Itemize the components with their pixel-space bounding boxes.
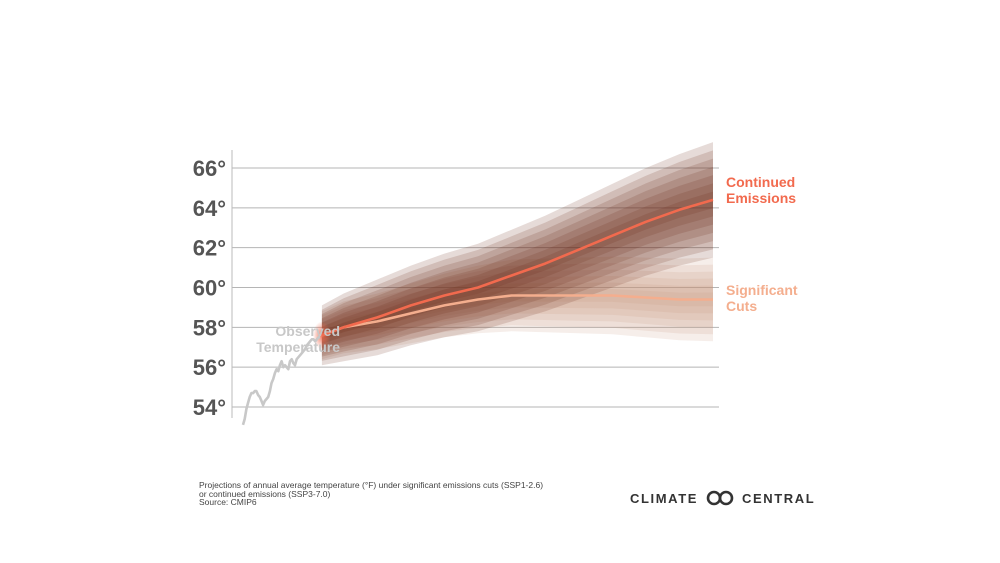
- brand-word-central: CENTRAL: [742, 490, 816, 506]
- brand-logo: CLIMATE CENTRAL: [630, 490, 815, 506]
- footnote-line-1: Projections of annual average temperatur…: [199, 480, 544, 490]
- y-tick-label-60: 60°: [193, 276, 226, 301]
- significant-cuts-band-2: [321, 282, 713, 344]
- significant-cuts-band-5: [321, 263, 713, 356]
- linked-circles-icon: [706, 490, 734, 506]
- significant-cuts-label-line-2: Cuts: [726, 298, 757, 314]
- significant-cuts-band-4: [321, 269, 713, 352]
- significant-cuts-label: Significant Cuts: [726, 282, 798, 314]
- footnote: Projections of annual average temperatur…: [199, 481, 543, 507]
- observed-temperature-label-line-2: Temperature: [256, 339, 340, 355]
- continued-emissions-band-5: [321, 158, 713, 357]
- y-tick-label-64: 64°: [193, 196, 226, 221]
- significant-cuts-line: [321, 294, 713, 337]
- continued-emissions-label-line-2: Emissions: [726, 190, 796, 206]
- projection-start-glow: [312, 321, 331, 350]
- y-tick-label-62: 62°: [193, 236, 226, 261]
- significant-cuts-band-1: [321, 289, 713, 340]
- y-tick-label-66: 66°: [193, 156, 226, 181]
- footnote-line-2: or continued emissions (SSP3-7.0): [199, 488, 331, 499]
- continued-emissions-line: [321, 198, 714, 337]
- y-tick-label-56: 56°: [193, 355, 226, 380]
- observed-temperature-label: Observed Temperature: [256, 323, 340, 355]
- footnote-source: Source: CMIP6: [199, 497, 257, 507]
- significant-cuts-band-3: [321, 276, 713, 348]
- continued-emissions-band-6: [321, 150, 713, 361]
- continued-emissions-band-3: [321, 175, 713, 349]
- y-tick-label-58: 58°: [193, 315, 226, 340]
- y-tick-label-54: 54°: [193, 395, 226, 420]
- continued-emissions-label: Continued Emissions: [726, 174, 796, 206]
- continued-emissions-label-line-1: Continued: [726, 174, 795, 190]
- observed-temperature-line: [241, 336, 321, 426]
- observed-temperature-label-line-1: Observed: [275, 323, 340, 339]
- significant-cuts-label-line-1: Significant: [726, 282, 798, 298]
- brand-word-climate: CLIMATE: [630, 490, 699, 506]
- continued-emissions-band-7: [321, 142, 713, 366]
- continued-emissions-band-4: [321, 166, 713, 353]
- significant-cuts-band-6: [321, 256, 713, 360]
